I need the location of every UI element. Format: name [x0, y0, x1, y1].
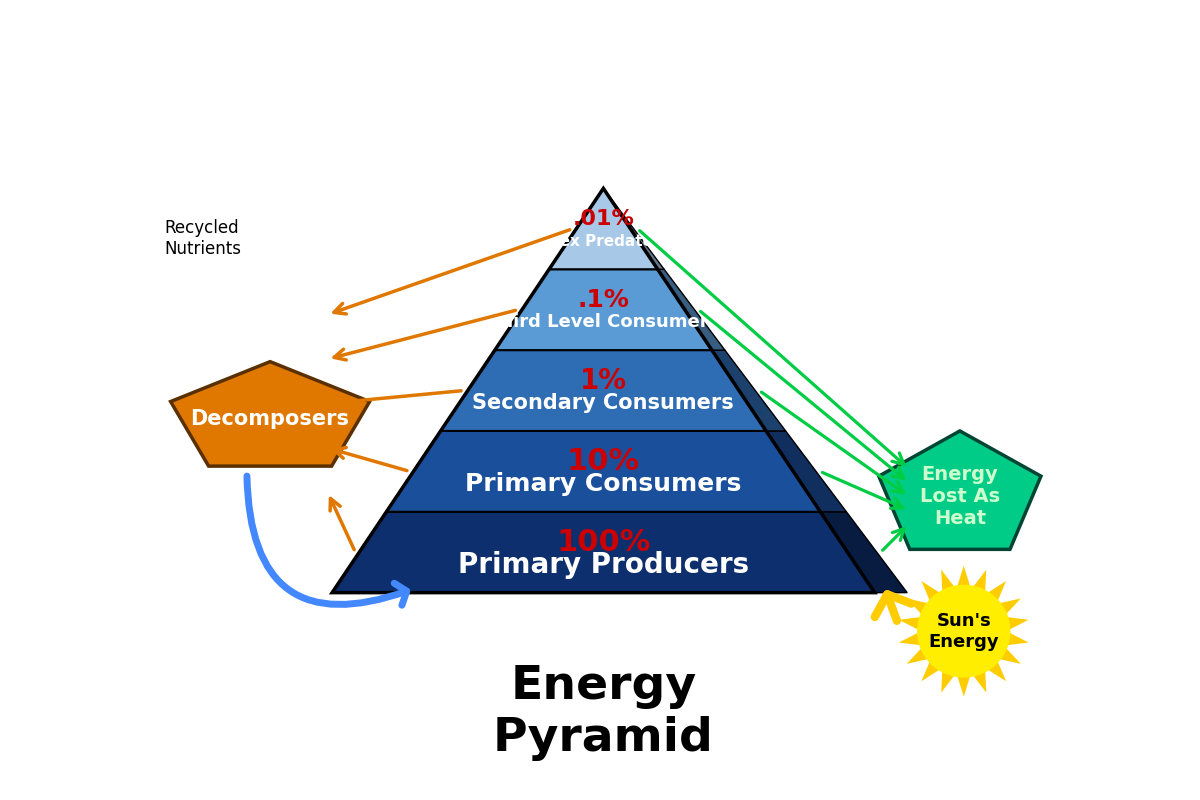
- Polygon shape: [878, 431, 1040, 550]
- Text: 1%: 1%: [580, 366, 626, 394]
- FancyArrowPatch shape: [875, 594, 911, 621]
- Text: Energy
Pyramid: Energy Pyramid: [493, 664, 714, 762]
- Polygon shape: [899, 566, 1028, 697]
- Polygon shape: [821, 512, 907, 593]
- Polygon shape: [658, 270, 725, 350]
- Text: Primary Producers: Primary Producers: [458, 550, 749, 578]
- FancyArrowPatch shape: [247, 476, 407, 606]
- Polygon shape: [604, 188, 664, 270]
- Text: Recycled
Nutrients: Recycled Nutrients: [164, 219, 241, 258]
- Text: Decomposers: Decomposers: [191, 410, 349, 430]
- Text: 100%: 100%: [556, 528, 650, 557]
- Polygon shape: [440, 350, 766, 431]
- Polygon shape: [494, 270, 712, 350]
- Text: 10%: 10%: [566, 447, 640, 476]
- Polygon shape: [712, 350, 786, 431]
- Text: Secondary Consumers: Secondary Consumers: [473, 393, 734, 413]
- Text: Sun's
Energy: Sun's Energy: [929, 612, 1000, 650]
- Polygon shape: [386, 431, 821, 512]
- Text: .1%: .1%: [577, 288, 629, 312]
- Text: Apex Predators: Apex Predators: [538, 234, 670, 249]
- Polygon shape: [766, 431, 846, 512]
- Text: Energy
Lost As
Heat: Energy Lost As Heat: [920, 465, 1000, 528]
- Circle shape: [918, 586, 1009, 677]
- Text: Third Level Consumers: Third Level Consumers: [487, 313, 719, 331]
- Polygon shape: [550, 188, 658, 270]
- Polygon shape: [332, 512, 875, 593]
- Polygon shape: [170, 362, 370, 466]
- Text: Primary Consumers: Primary Consumers: [466, 472, 742, 496]
- Text: .01%: .01%: [572, 209, 635, 229]
